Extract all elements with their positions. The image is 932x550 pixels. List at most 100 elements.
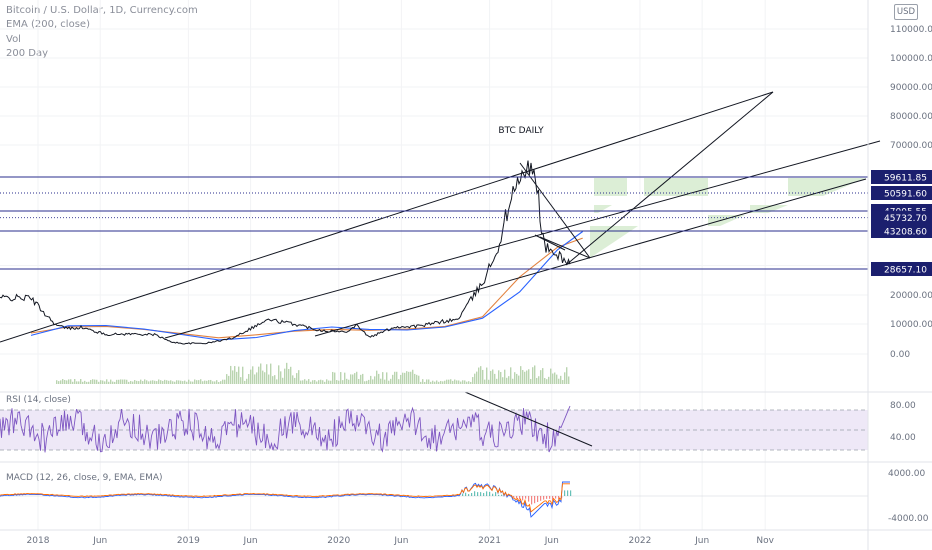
volume-bar	[344, 372, 346, 384]
volume-bar	[74, 379, 76, 384]
volume-bar	[404, 372, 406, 384]
price-level-label: 59611.85	[884, 174, 927, 184]
volume-bar	[204, 380, 206, 384]
indicator-vol-label[interactable]: Vol	[6, 33, 21, 45]
x-tick-label: Jun	[393, 536, 408, 546]
volume-bar	[224, 379, 226, 384]
volume-bar	[334, 372, 336, 384]
volume-bar	[124, 379, 126, 384]
volume-bar	[326, 379, 328, 384]
volume-bar	[296, 373, 298, 384]
volume-bar	[154, 380, 156, 384]
volume-bar	[262, 370, 264, 384]
volume-bar	[372, 379, 374, 384]
trendline-drawings[interactable]	[0, 91, 881, 343]
indicator-200day-label[interactable]: 200 Day	[6, 48, 49, 60]
volume-bar	[376, 370, 378, 384]
volume-bar	[210, 379, 212, 384]
volume-bar	[110, 379, 112, 384]
rsi-title: RSI (14, close)	[6, 395, 71, 405]
volume-bar	[186, 381, 188, 384]
volume-bar	[498, 370, 500, 384]
volume-bar	[516, 373, 518, 384]
volume-bar	[64, 379, 66, 384]
volume-bar	[190, 381, 192, 384]
volume-bar	[164, 379, 166, 384]
y-tick-label: 0.00	[890, 350, 910, 360]
macd-histogram-bar	[495, 492, 497, 496]
volume-bar	[500, 372, 502, 384]
y-tick-label: 110000.00	[890, 25, 932, 35]
volume-bar	[170, 380, 172, 384]
volume-bar	[442, 381, 444, 384]
y-tick-label: 90000.00	[890, 83, 932, 93]
volume-bar	[182, 381, 184, 384]
volume-bar	[386, 372, 388, 384]
volume-bar	[402, 372, 404, 384]
volume-bar	[270, 363, 272, 384]
volume-bar	[452, 380, 454, 384]
volume-bar	[272, 376, 274, 384]
volume-bar	[524, 371, 526, 384]
volume-bar	[150, 380, 152, 384]
horizontal-levels[interactable]	[0, 176, 868, 270]
volume-bar	[254, 374, 256, 384]
volume-bar	[536, 377, 538, 384]
volume-bar	[312, 380, 314, 384]
volume-bar	[460, 381, 462, 384]
x-tick-label: 2020	[327, 536, 350, 546]
volume-bar	[228, 375, 230, 384]
volume-bar	[340, 372, 342, 384]
volume-bar	[470, 381, 472, 384]
volume-bar	[310, 381, 312, 384]
volume-bar	[68, 379, 70, 384]
trendline	[534, 234, 566, 251]
volume-bar	[532, 367, 534, 384]
volume-bar	[374, 376, 376, 384]
y-tick-label: 20000.00	[890, 291, 932, 301]
volume-bar	[534, 365, 536, 384]
volume-bar	[566, 367, 568, 384]
volume-bar	[278, 365, 280, 384]
volume-bar	[416, 374, 418, 384]
macd-histogram-bar	[471, 493, 473, 496]
volume-bar	[82, 381, 84, 384]
grid	[0, 0, 868, 530]
volume-bar	[362, 373, 364, 384]
volume-bar	[60, 380, 62, 384]
volume-bar	[196, 380, 198, 384]
volume-bar	[258, 366, 260, 384]
volume-bar	[292, 375, 294, 384]
volume-bar	[288, 369, 290, 384]
volume-bar	[418, 375, 420, 384]
macd-histogram-bar	[519, 496, 521, 500]
volume-bar	[398, 379, 400, 384]
volume-bar	[512, 378, 514, 384]
currency-button[interactable]: USD	[894, 4, 918, 20]
indicator-ema-label[interactable]: EMA (200, close)	[6, 19, 90, 31]
volume-bar	[226, 374, 228, 384]
volume-bar	[90, 379, 92, 384]
symbol-title[interactable]: Bitcoin / U.S. Dollar, 1D, Currency.com	[6, 5, 198, 16]
x-tick-label: 2018	[27, 536, 50, 546]
macd-histogram-bar	[534, 496, 536, 504]
level-labels: 59611.8550591.6047005.5545732.7043208.60…	[871, 170, 932, 276]
volume-bar	[366, 380, 368, 384]
volume-bar	[556, 374, 558, 384]
price-line	[0, 160, 571, 345]
volume-bar	[166, 380, 168, 384]
volume-bar	[112, 381, 114, 384]
trendline	[519, 162, 591, 259]
macd-histogram-bar	[528, 496, 530, 502]
volume-bar	[184, 380, 186, 384]
macd-histogram-bar	[546, 496, 548, 499]
volume-bar	[236, 371, 238, 384]
volume-bar	[290, 366, 292, 384]
volume-bar	[98, 381, 100, 384]
volume-bar	[382, 372, 384, 384]
macd-tick-label: -4000.00	[888, 514, 929, 524]
volume-bar	[542, 368, 544, 384]
volume-bar	[152, 380, 154, 384]
volume-bar	[546, 379, 548, 384]
